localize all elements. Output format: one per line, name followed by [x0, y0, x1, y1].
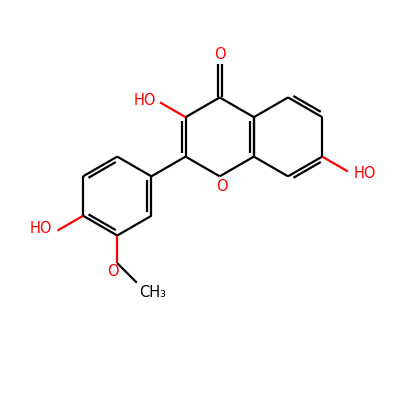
- Text: HO: HO: [30, 221, 52, 236]
- Text: O: O: [216, 180, 228, 194]
- Text: HO: HO: [353, 166, 376, 181]
- Text: HO: HO: [134, 93, 156, 108]
- Text: O: O: [108, 264, 119, 279]
- Text: O: O: [214, 46, 226, 62]
- Text: CH₃: CH₃: [139, 285, 166, 300]
